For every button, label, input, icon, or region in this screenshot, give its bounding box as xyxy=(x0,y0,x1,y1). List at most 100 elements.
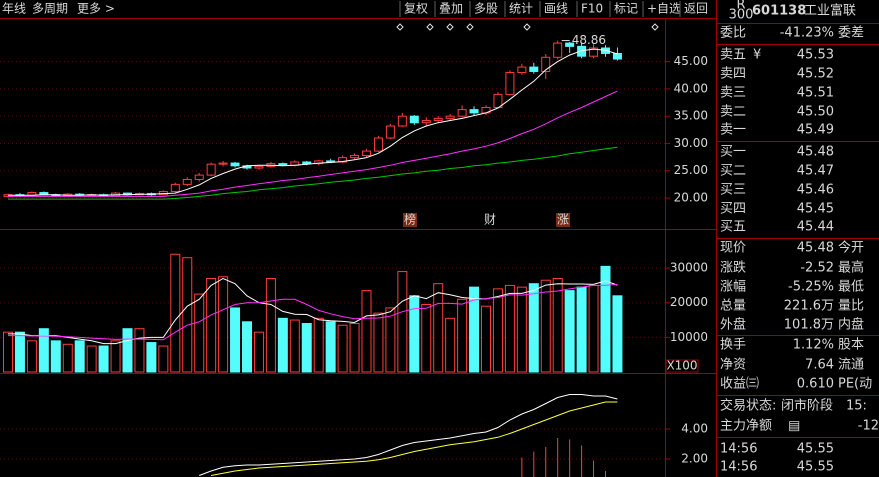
candle-body xyxy=(278,163,288,166)
event-label[interactable]: 涨 xyxy=(557,212,569,227)
volume-bar xyxy=(588,284,599,373)
row-value: 45.51 xyxy=(797,86,834,101)
row-value: 45.44 xyxy=(797,220,834,235)
indicator-line xyxy=(8,90,618,197)
row-right-label: 最高 xyxy=(838,260,864,276)
row-label: 净资 xyxy=(720,358,746,373)
volume-bar xyxy=(98,345,109,373)
toolbar-button[interactable]: 画线 xyxy=(544,2,568,16)
row-label: 主力净额 xyxy=(720,419,772,434)
toolbar-item[interactable]: 年线 xyxy=(2,2,26,16)
volume-bar xyxy=(433,283,444,373)
row-value: -2.52 xyxy=(800,261,834,276)
diamond xyxy=(426,23,434,31)
row-label: 买一 xyxy=(720,145,746,160)
volume-bar xyxy=(62,343,73,373)
volume-bar xyxy=(50,340,61,373)
candle-body xyxy=(433,117,443,122)
row-label: 涨幅 xyxy=(720,280,746,295)
event-badge xyxy=(556,213,570,227)
toolbar-button[interactable]: 返回 xyxy=(684,2,708,16)
volume-bar xyxy=(504,284,515,373)
candle-body xyxy=(577,45,587,57)
y-tick-label: 10000 xyxy=(670,330,708,344)
candle-body xyxy=(517,66,527,74)
badge-bottom: 300 xyxy=(729,8,754,23)
indicator-line xyxy=(8,146,618,200)
row-label: 外盘 xyxy=(720,317,746,333)
volume-bar xyxy=(528,283,539,373)
row-right-label: 流通 xyxy=(838,358,864,373)
row-label: 买二 xyxy=(720,164,746,179)
toolbar-button[interactable]: F10 xyxy=(581,2,603,16)
diamond xyxy=(466,23,474,31)
candle-body xyxy=(397,115,407,127)
volume-bar xyxy=(74,340,85,373)
row-value: 45.45 xyxy=(797,202,834,217)
row-value: 221.6万 xyxy=(784,299,834,314)
volume-bar xyxy=(182,257,193,373)
candle-body xyxy=(589,47,599,57)
candle-body xyxy=(314,160,324,165)
volume-bar xyxy=(397,271,408,373)
y-tick-label: 35.00 xyxy=(674,109,708,123)
row-value: 0.610 xyxy=(797,377,834,392)
candle-body xyxy=(230,162,240,167)
indicator-line xyxy=(199,394,618,476)
candle-body xyxy=(362,150,371,156)
stock-name: 工业富联 xyxy=(804,3,856,19)
toolbar-item[interactable]: 多周期 xyxy=(32,2,68,16)
toolbar-button[interactable]: 统计 xyxy=(509,2,533,16)
y-tick-label: 2.00 xyxy=(681,452,708,466)
candle-body xyxy=(409,115,419,124)
candle-body xyxy=(170,183,180,192)
candle-body xyxy=(541,56,551,72)
row-value: 45.49 xyxy=(797,123,834,138)
volume-bar xyxy=(110,340,121,373)
indicator-line xyxy=(211,401,618,476)
indicator-line xyxy=(8,277,618,345)
volume-bar xyxy=(385,307,396,373)
volume-bar xyxy=(469,286,480,373)
row-label: 14:56 xyxy=(720,442,757,457)
row-mark: ¥ xyxy=(753,48,761,63)
row-value: 45.48 xyxy=(797,241,834,256)
toolbar-button[interactable]: 复权 xyxy=(404,2,428,16)
volume-bar xyxy=(337,324,348,373)
toolbar-button[interactable]: 叠加 xyxy=(439,2,463,16)
row-label: 卖三 xyxy=(720,86,746,101)
volume-bar xyxy=(265,277,276,373)
row-label: 涨跌 xyxy=(720,260,746,276)
row-value: 45.52 xyxy=(797,67,834,82)
row-right-label: 15: xyxy=(846,399,867,414)
row-label: 14:56 xyxy=(720,460,757,475)
badge-top: R xyxy=(736,0,745,13)
volume-bar xyxy=(576,286,587,373)
candle-body xyxy=(218,162,228,165)
event-label[interactable]: 财 xyxy=(484,213,496,227)
toolbar-button[interactable]: 多股 xyxy=(474,2,498,16)
toolbar-item[interactable]: 更多 > xyxy=(77,2,115,16)
row-label: 卖五 xyxy=(720,48,746,63)
row-label: 现价 xyxy=(720,241,746,256)
volume-bar xyxy=(481,305,491,373)
volume-bar xyxy=(38,328,49,373)
candle-body xyxy=(206,163,216,176)
volume-bar xyxy=(134,328,145,373)
candle-body xyxy=(469,109,479,114)
signal-markers xyxy=(396,23,659,31)
row-value: 45.53 xyxy=(797,48,834,63)
diamond xyxy=(446,23,454,31)
volume-bar xyxy=(552,277,563,373)
unit-box xyxy=(665,359,699,373)
row-right-label: 股本 xyxy=(838,338,864,353)
event-label[interactable]: 榜 xyxy=(404,212,416,227)
y-tick-label: 4.00 xyxy=(681,422,708,436)
volume-bar xyxy=(421,303,432,373)
toolbar-button[interactable]: +自选 xyxy=(647,2,681,16)
y-tick-label: 40.00 xyxy=(674,81,708,95)
volume-bar xyxy=(86,345,97,373)
volume-bar xyxy=(600,265,611,373)
volume-bar xyxy=(170,253,181,373)
toolbar-button[interactable]: 标记 xyxy=(614,2,638,16)
